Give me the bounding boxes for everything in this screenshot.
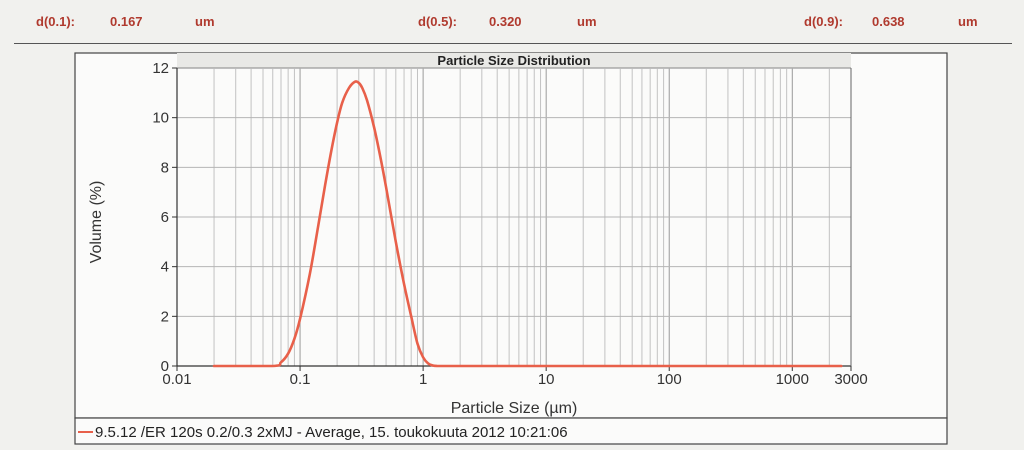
y-tick-label: 0 bbox=[161, 358, 169, 375]
d10-label: d(0.1): bbox=[36, 14, 75, 29]
chart-frame bbox=[74, 52, 948, 419]
y-tick-label: 10 bbox=[152, 110, 169, 127]
title-band bbox=[177, 53, 851, 68]
y-tick-label: 12 bbox=[152, 60, 169, 77]
y-tick-label: 2 bbox=[161, 308, 169, 325]
series-layer bbox=[212, 80, 843, 368]
d50-label: d(0.5): bbox=[418, 14, 457, 29]
legend-box bbox=[74, 417, 948, 445]
d90-unit: um bbox=[958, 14, 978, 29]
d10-unit: um bbox=[195, 14, 215, 29]
series-line bbox=[212, 80, 843, 368]
d90-label: d(0.9): bbox=[804, 14, 843, 29]
x-tick-label: 0.01 bbox=[162, 371, 191, 388]
y-axis-title: Volume (%) bbox=[88, 181, 105, 264]
x-tick-label: 1 bbox=[419, 371, 427, 388]
tick-labels: 0 2 4 6 8 10 12 0.01 0.1 1 10 100 1000 3000 bbox=[152, 60, 867, 388]
d50-unit: um bbox=[577, 14, 597, 29]
d50-value: 0.320 bbox=[489, 14, 522, 29]
x-tick-label: 1000 bbox=[776, 371, 809, 388]
header-divider bbox=[14, 43, 1012, 44]
chart-title: Particle Size Distribution bbox=[437, 53, 590, 68]
legend-entry: 9.5.12 /ER 120s 0.2/0.3 2xMJ - Average, … bbox=[95, 424, 568, 441]
y-tick-label: 6 bbox=[161, 209, 169, 226]
x-tick-label: 10 bbox=[538, 371, 555, 388]
d90-value: 0.638 bbox=[872, 14, 905, 29]
d10-value: 0.167 bbox=[110, 14, 143, 29]
x-tick-label: 0.1 bbox=[290, 371, 311, 388]
x-axis-title: Particle Size (µm) bbox=[451, 400, 578, 417]
y-tick-label: 4 bbox=[161, 259, 169, 276]
y-tick-label: 8 bbox=[161, 159, 169, 176]
x-tick-label: 100 bbox=[657, 371, 682, 388]
x-tick-label: 3000 bbox=[834, 371, 867, 388]
